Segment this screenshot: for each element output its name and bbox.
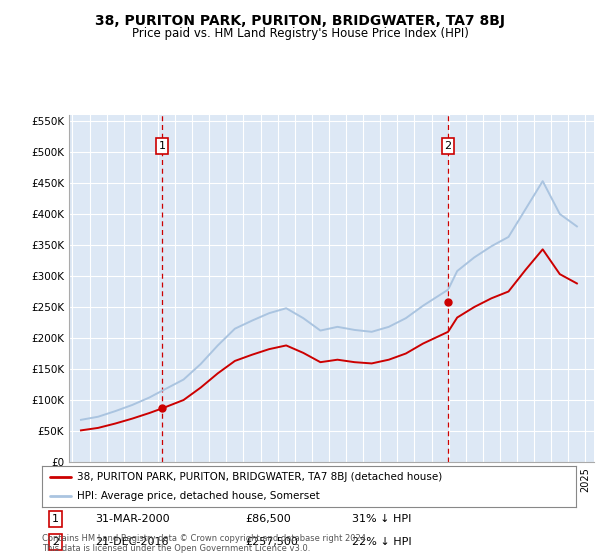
Text: £86,500: £86,500 [245, 514, 290, 524]
Text: 31% ↓ HPI: 31% ↓ HPI [352, 514, 411, 524]
Text: 31-MAR-2000: 31-MAR-2000 [95, 514, 170, 524]
Text: HPI: Average price, detached house, Somerset: HPI: Average price, detached house, Some… [77, 491, 319, 501]
Text: £257,500: £257,500 [245, 538, 298, 547]
Text: 2: 2 [445, 141, 452, 151]
Text: Contains HM Land Registry data © Crown copyright and database right 2024.
This d: Contains HM Land Registry data © Crown c… [42, 534, 368, 553]
Text: 38, PURITON PARK, PURITON, BRIDGWATER, TA7 8BJ (detached house): 38, PURITON PARK, PURITON, BRIDGWATER, T… [77, 473, 442, 482]
Text: 38, PURITON PARK, PURITON, BRIDGWATER, TA7 8BJ: 38, PURITON PARK, PURITON, BRIDGWATER, T… [95, 14, 505, 28]
Text: 1: 1 [52, 514, 59, 524]
Text: Price paid vs. HM Land Registry's House Price Index (HPI): Price paid vs. HM Land Registry's House … [131, 27, 469, 40]
Text: 21-DEC-2016: 21-DEC-2016 [95, 538, 169, 547]
Text: 1: 1 [159, 141, 166, 151]
Text: 22% ↓ HPI: 22% ↓ HPI [352, 538, 412, 547]
Text: 2: 2 [52, 538, 59, 547]
